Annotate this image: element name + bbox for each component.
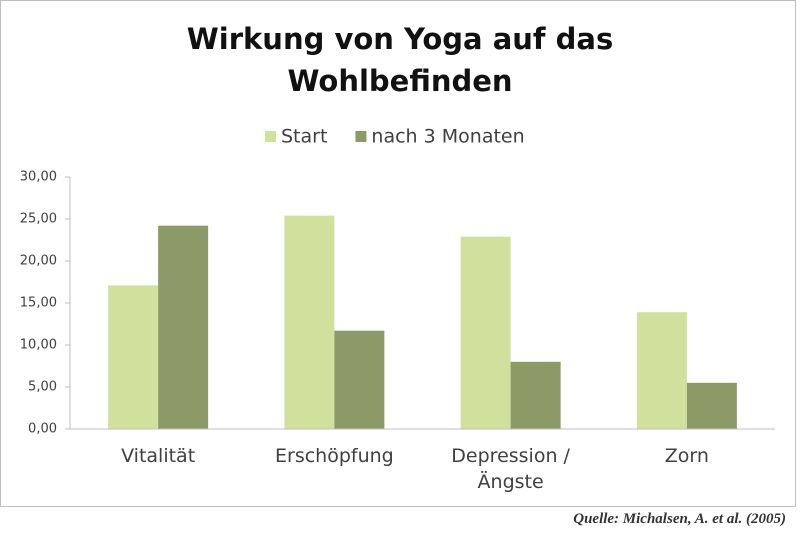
legend-swatch — [265, 131, 276, 142]
legend-label: nach 3 Monaten — [371, 126, 524, 148]
bar — [334, 330, 385, 429]
y-tick-label: 20,00 — [20, 254, 57, 269]
bar — [108, 285, 159, 429]
x-tick-label: Vitalität — [121, 445, 196, 467]
x-tick-label: Depression / Ängste — [451, 445, 570, 493]
bar — [636, 312, 687, 429]
bar — [284, 215, 335, 429]
x-tick-label: Zorn — [664, 445, 709, 467]
y-tick-label: 25,00 — [20, 212, 57, 227]
x-tick-label: Erschöpfung — [275, 445, 394, 467]
chart-title: Wirkung von Yoga auf das Wohlbefinden — [186, 22, 614, 98]
bar — [158, 225, 209, 429]
bar — [510, 361, 561, 429]
y-tick-label: 30,00 — [20, 170, 57, 185]
y-tick-label: 5,00 — [28, 380, 57, 395]
legend-label: Start — [281, 126, 327, 148]
y-tick-label: 15,00 — [20, 296, 57, 311]
chart-frame — [0, 0, 796, 507]
y-tick-label: 10,00 — [20, 338, 57, 353]
y-tick-label: 0,00 — [28, 422, 57, 437]
source-note: Quelle: Michalsen, A. et al. (2005) — [573, 511, 786, 527]
bar — [460, 236, 511, 429]
legend-swatch — [355, 131, 367, 142]
bar — [686, 382, 737, 429]
